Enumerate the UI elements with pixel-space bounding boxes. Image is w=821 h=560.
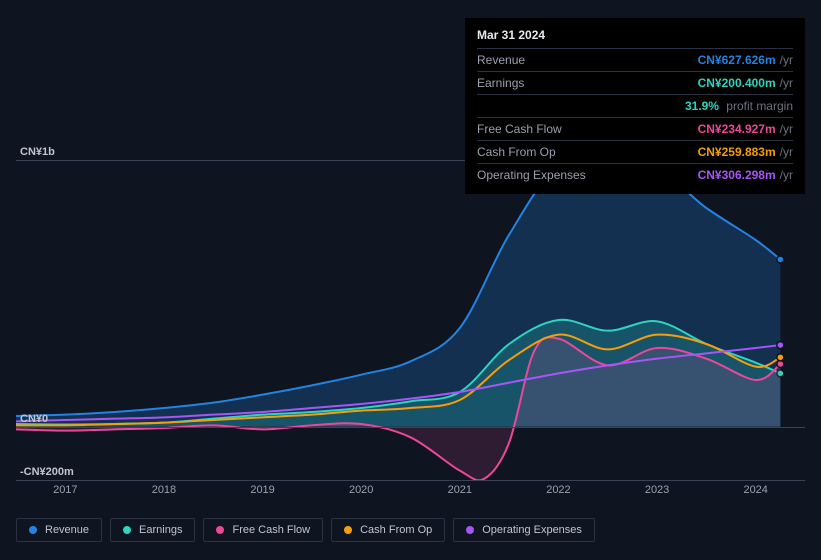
series-end-marker-revenue: [777, 256, 784, 263]
legend-label: Operating Expenses: [482, 524, 582, 536]
legend-dot-icon: [123, 526, 131, 534]
tooltip-row-value-wrap: CN¥306.298m/yr: [698, 166, 793, 184]
x-axis-tick-label: 2024: [743, 484, 767, 496]
x-axis-tick-label: 2017: [53, 484, 77, 496]
tooltip-row-label: Earnings: [477, 74, 524, 92]
tooltip-row-unit: /yr: [780, 53, 793, 67]
legend-label: Cash From Op: [360, 524, 432, 536]
tooltip-row: Earnings CN¥200.400m/yr: [477, 71, 793, 94]
gridline: [16, 480, 805, 481]
y-axis-tick-label: CN¥0: [20, 413, 48, 425]
legend-dot-icon: [344, 526, 352, 534]
legend-item-opex[interactable]: Operating Expenses: [453, 518, 595, 542]
gridline: [16, 427, 805, 428]
tooltip-row-value: CN¥259.883m: [698, 145, 776, 159]
x-axis-tick-label: 2020: [349, 484, 373, 496]
tooltip-row-unit: /yr: [780, 168, 793, 182]
legend-label: Free Cash Flow: [232, 524, 310, 536]
x-axis-labels: 2017 2018 2019 2020 2021 2022 2023 2024: [16, 484, 805, 504]
legend-item-cfo[interactable]: Cash From Op: [331, 518, 445, 542]
tooltip-row-value-wrap: CN¥234.927m/yr: [698, 120, 793, 138]
x-axis-tick-label: 2023: [645, 484, 669, 496]
x-axis-tick-label: 2022: [546, 484, 570, 496]
series-end-marker-cfo: [777, 354, 784, 361]
tooltip-date: Mar 31 2024: [477, 26, 793, 48]
tooltip-row-label: Revenue: [477, 51, 525, 69]
tooltip-row-value-wrap: CN¥259.883m/yr: [698, 143, 793, 161]
tooltip-profit-margin: 31.9% profit margin: [685, 97, 793, 115]
chart-tooltip: Mar 31 2024 RevenueCN¥627.626m/yrEarning…: [465, 18, 805, 194]
chart-svg: [16, 160, 805, 480]
tooltip-profit-margin-label: profit margin: [723, 99, 793, 113]
tooltip-row-value-wrap: CN¥627.626m/yr: [698, 51, 793, 69]
chart-plot-area: [16, 160, 805, 480]
tooltip-row-value: CN¥306.298m: [698, 168, 776, 182]
legend-label: Revenue: [45, 524, 89, 536]
tooltip-row-value: CN¥234.927m: [698, 122, 776, 136]
x-axis-tick-label: 2021: [448, 484, 472, 496]
legend-label: Earnings: [139, 524, 182, 536]
legend-dot-icon: [216, 526, 224, 534]
legend-dot-icon: [29, 526, 37, 534]
legend-item-revenue[interactable]: Revenue: [16, 518, 102, 542]
tooltip-row-value: CN¥200.400m: [698, 76, 776, 90]
tooltip-row-value: CN¥627.626m: [698, 53, 776, 67]
legend-dot-icon: [466, 526, 474, 534]
tooltip-row-unit: /yr: [780, 76, 793, 90]
tooltip-profit-margin-pct: 31.9%: [685, 99, 719, 113]
legend-item-earnings[interactable]: Earnings: [110, 518, 195, 542]
chart-legend: Revenue Earnings Free Cash Flow Cash From O…: [16, 518, 595, 542]
tooltip-row: Cash From Op CN¥259.883m/yr: [477, 140, 793, 163]
tooltip-row-label: Free Cash Flow: [477, 120, 562, 138]
tooltip-row-unit: /yr: [780, 145, 793, 159]
x-axis-tick-label: 2019: [250, 484, 274, 496]
tooltip-row: Revenue CN¥627.626m/yr: [477, 48, 793, 71]
tooltip-profit-margin-row: 31.9% profit margin: [477, 94, 793, 117]
y-axis-tick-label: -CN¥200m: [20, 466, 74, 478]
tooltip-row-value-wrap: CN¥200.400m/yr: [698, 74, 793, 92]
tooltip-row-unit: /yr: [780, 122, 793, 136]
tooltip-row-label: Operating Expenses: [477, 166, 586, 184]
tooltip-row-label: Cash From Op: [477, 143, 556, 161]
legend-item-fcf[interactable]: Free Cash Flow: [203, 518, 323, 542]
series-end-marker-opex: [777, 342, 784, 349]
x-axis-tick-label: 2018: [152, 484, 176, 496]
tooltip-row: Free Cash Flow CN¥234.927m/yr: [477, 117, 793, 140]
tooltip-row: Operating Expenses CN¥306.298m/yr: [477, 163, 793, 186]
y-axis-tick-label: CN¥1b: [20, 146, 55, 158]
